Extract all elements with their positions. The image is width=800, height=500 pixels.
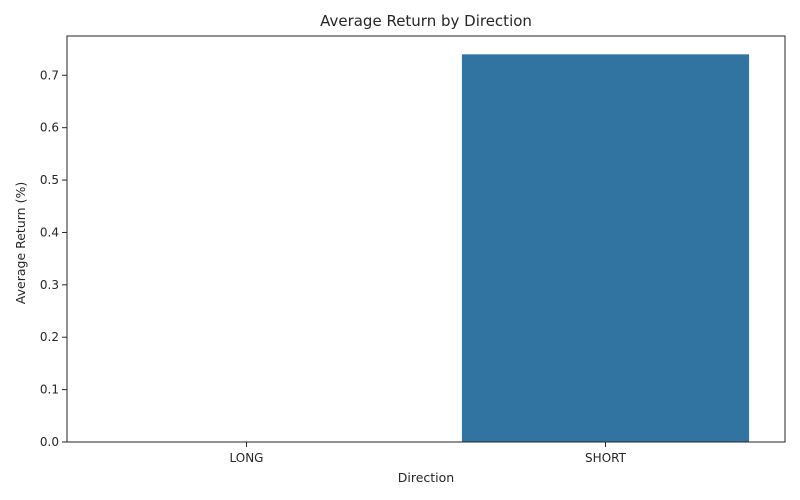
y-tick-label: 0.4 — [40, 225, 59, 239]
y-tick-label: 0.5 — [40, 173, 59, 187]
y-tick-label: 0.0 — [40, 435, 59, 449]
plot-frame — [66, 35, 786, 443]
bar-short — [461, 54, 750, 443]
y-tick-label: 0.2 — [40, 330, 59, 344]
y-tick-label: 0.1 — [40, 383, 59, 397]
y-tick-label: 0.3 — [40, 278, 59, 292]
chart-title: Average Return by Direction — [320, 12, 532, 30]
y-tick-label: 0.6 — [40, 121, 59, 135]
y-tick-label: 0.7 — [40, 68, 59, 82]
x-axis-label: Direction — [398, 470, 454, 485]
x-tick-label: LONG — [230, 451, 264, 465]
x-tick-label: SHORT — [585, 451, 627, 465]
plot-area: LONG SHORT 0.0 0.1 0.2 0.3 0.4 0.5 0.6 0.7 — [40, 35, 786, 465]
y-axis-label: Average Return (%) — [13, 182, 28, 304]
